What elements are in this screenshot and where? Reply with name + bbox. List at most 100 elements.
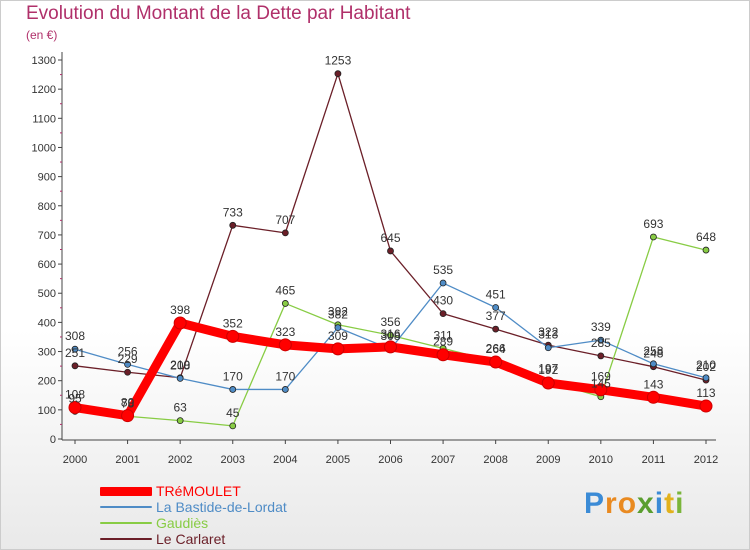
x-tick-label: 2001 [115,454,139,466]
data-point [229,386,237,393]
legend-item: TRéMOULET [100,483,287,499]
data-label: 648 [696,230,716,244]
data-point [278,338,292,352]
y-tick-label: 200 [38,376,56,388]
data-label: 733 [223,205,243,219]
legend-swatch-la-bastide-de-lordat [100,506,152,508]
data-label: 339 [591,320,611,334]
data-label: 451 [486,288,506,302]
data-point [702,246,710,254]
y-tick-label: 1100 [32,113,56,125]
y-tick-label: 100 [38,405,56,417]
legend-swatch-le-carlaret [100,538,152,540]
legend-item: La Bastide-de-Lordat [100,499,287,515]
data-label: 113 [696,386,715,400]
data-label: 248 [643,347,663,361]
data-label: 430 [433,294,453,308]
data-point [226,329,240,343]
y-tick-label: 700 [38,230,56,242]
data-point [124,360,131,368]
chart-legend: TRéMOULET La Bastide-de-Lordat Gaudiès L… [100,483,287,547]
data-point [439,279,447,287]
y-tick-label: 1300 [32,55,56,67]
data-label: 108 [65,388,85,402]
x-tick-label: 2007 [431,454,455,466]
legend-label: Le Carlaret [156,531,226,547]
legend-label: La Bastide-de-Lordat [156,499,287,515]
chart-subtitle: (en €) [26,28,58,42]
data-point [71,345,79,353]
y-tick-label: 500 [38,288,56,300]
data-point [68,401,82,415]
data-label: 78 [121,396,135,410]
data-point [597,352,605,360]
legend-label: Gaudiès [156,515,209,531]
x-tick-label: 2003 [221,454,245,466]
legend-label: TRéMOULET [156,483,241,499]
data-point [173,316,187,330]
data-point [176,374,184,382]
data-point [544,344,552,352]
data-label: 465 [275,283,295,297]
data-point [650,360,657,368]
data-label: 308 [380,329,400,343]
data-point [281,386,289,393]
data-label: 251 [65,346,85,360]
y-tick-label: 800 [38,201,56,213]
data-point [229,221,237,229]
brand-logo: Proxiti [584,487,685,520]
data-point [436,348,450,362]
x-tick-label: 2004 [273,454,297,466]
chart-title: Evolution du Montant de la Dette par Hab… [26,3,411,24]
y-tick-label: 600 [38,259,56,271]
data-label: 392 [328,305,348,319]
data-point [541,376,555,390]
y-tick-label: 1200 [32,84,56,96]
data-label: 170 [275,369,295,383]
x-tick-label: 2000 [63,454,87,466]
data-label: 63 [173,401,187,415]
data-point [702,374,710,382]
data-point [71,362,79,370]
data-label: 202 [696,360,716,374]
y-tick-label: 1000 [32,142,56,154]
data-label: 266 [486,341,506,355]
y-tick-label: 0 [50,434,56,446]
legend-item: Le Carlaret [100,531,287,547]
data-label: 258 [643,344,663,358]
legend-item: Gaudiès [100,515,287,531]
data-point [492,325,500,333]
x-tick-label: 2006 [378,454,402,466]
data-label: 210 [170,358,190,372]
legend-swatch-tremoulet [100,486,152,496]
data-label: 535 [433,263,453,277]
data-point [176,417,184,425]
data-label: 192 [538,363,558,377]
data-label: 323 [275,325,295,339]
data-point [387,331,394,339]
x-tick-label: 2012 [694,454,718,466]
data-label: 398 [170,303,190,317]
data-label: 693 [643,217,663,231]
data-label: 308 [65,329,85,343]
data-label: 143 [643,377,663,391]
x-tick-label: 2005 [326,454,350,466]
data-point [650,233,657,241]
data-label: 197 [538,362,558,376]
data-label: 256 [118,344,138,358]
data-label: 289 [433,335,453,349]
data-point [387,247,394,255]
data-point [281,300,289,307]
data-point [124,368,131,376]
x-tick-label: 2009 [536,454,560,466]
data-label: 170 [223,369,243,383]
data-label: 80 [121,396,135,410]
y-tick-label: 400 [38,317,56,329]
data-label: 208 [170,358,190,372]
data-label: 382 [328,308,348,322]
data-point [334,70,342,78]
data-label: 309 [328,329,348,343]
data-point [121,409,135,423]
y-tick-label: 300 [38,347,56,359]
